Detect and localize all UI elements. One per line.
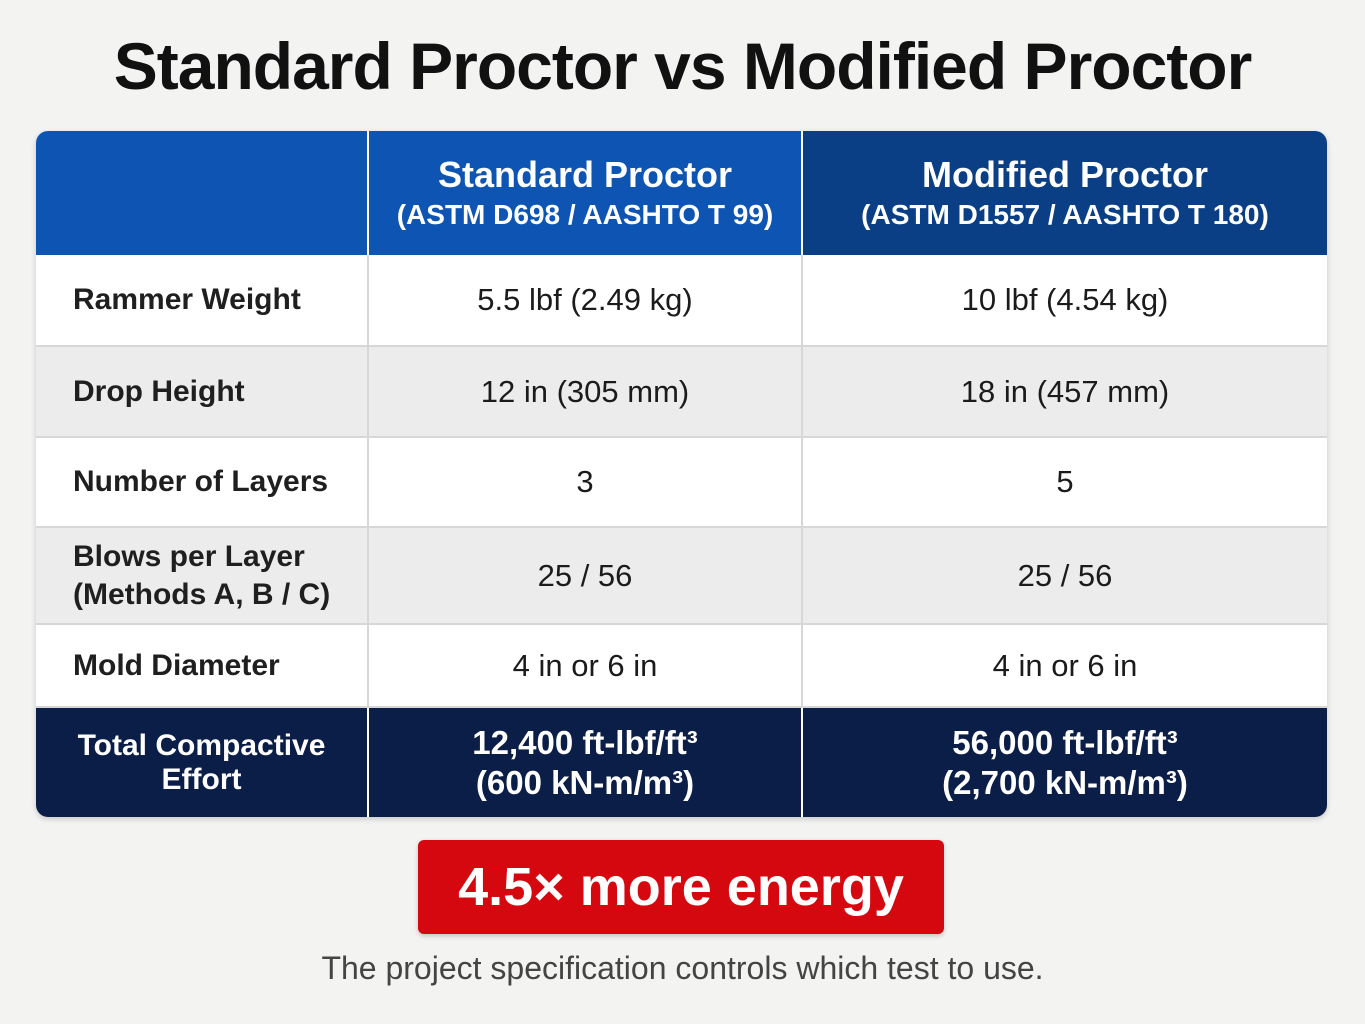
header-corner-cell bbox=[36, 131, 369, 255]
row-label: Number of Layers bbox=[36, 437, 369, 528]
header-modified-proctor: Modified Proctor (ASTM D1557 / AASHTO T … bbox=[802, 131, 1327, 255]
comparison-table-container: Standard Proctor (ASTM D698 / AASHTO T 9… bbox=[36, 131, 1327, 817]
row-label: Blows per Layer bbox=[73, 539, 305, 573]
table-row: Drop Height 12 in (305 mm) 18 in (457 mm… bbox=[36, 346, 1327, 438]
row-label-cell: Blows per Layer (Methods A, B / C) bbox=[36, 527, 369, 625]
modified-value: 25 / 56 bbox=[802, 527, 1327, 625]
comparison-table: Standard Proctor (ASTM D698 / AASHTO T 9… bbox=[36, 131, 1327, 817]
row-label: Mold Diameter bbox=[36, 624, 369, 708]
row-label: Drop Height bbox=[36, 346, 369, 438]
standard-value: 3 bbox=[368, 437, 803, 528]
standard-value: 4 in or 6 in bbox=[368, 624, 803, 708]
header-modified-name: Modified Proctor bbox=[922, 154, 1208, 195]
total-standard-imperial: 12,400 ft-lbf/ft³ bbox=[472, 723, 698, 761]
table-row: Blows per Layer (Methods A, B / C) 25 / … bbox=[36, 527, 1327, 625]
row-sublabel: (Methods A, B / C) bbox=[73, 577, 331, 611]
modified-value: 5 bbox=[802, 437, 1327, 528]
row-label: Rammer Weight bbox=[36, 255, 369, 347]
page-title: Standard Proctor vs Modified Proctor bbox=[113, 29, 1253, 103]
energy-callout-badge: 4.5× more energy bbox=[418, 840, 944, 934]
standard-value: 12 in (305 mm) bbox=[368, 346, 803, 438]
total-modified-imperial: 56,000 ft-lbf/ft³ bbox=[952, 723, 1178, 761]
standard-value: 5.5 lbf (2.49 kg) bbox=[368, 255, 803, 347]
table-row: Mold Diameter 4 in or 6 in 4 in or 6 in bbox=[36, 624, 1327, 708]
total-effort-label: Total Compactive Effort bbox=[36, 707, 369, 817]
modified-value: 18 in (457 mm) bbox=[802, 346, 1327, 438]
total-modified-cell: 56,000 ft-lbf/ft³ (2,700 kN-m/m³) bbox=[802, 707, 1327, 817]
standard-value: 25 / 56 bbox=[368, 527, 803, 625]
total-effort-row: Total Compactive Effort 12,400 ft-lbf/ft… bbox=[36, 707, 1327, 817]
total-standard-cell: 12,400 ft-lbf/ft³ (600 kN-m/m³) bbox=[368, 707, 803, 817]
modified-value: 4 in or 6 in bbox=[802, 624, 1327, 708]
table-header-row: Standard Proctor (ASTM D698 / AASHTO T 9… bbox=[36, 131, 1327, 255]
total-standard-metric: (600 kN-m/m³) bbox=[475, 763, 695, 801]
header-standard-name: Standard Proctor bbox=[437, 154, 733, 195]
total-modified-metric: (2,700 kN-m/m³) bbox=[942, 763, 1188, 801]
modified-value: 10 lbf (4.54 kg) bbox=[802, 255, 1327, 347]
header-standard-code: (ASTM D698 / AASHTO T 99) bbox=[396, 199, 774, 230]
table-row: Rammer Weight 5.5 lbf (2.49 kg) 10 lbf (… bbox=[36, 255, 1327, 347]
header-modified-code: (ASTM D1557 / AASHTO T 180) bbox=[861, 199, 1269, 230]
footnote: The project specification controls which… bbox=[321, 950, 1044, 986]
table-row: Number of Layers 3 5 bbox=[36, 437, 1327, 528]
header-standard-proctor: Standard Proctor (ASTM D698 / AASHTO T 9… bbox=[368, 131, 803, 255]
